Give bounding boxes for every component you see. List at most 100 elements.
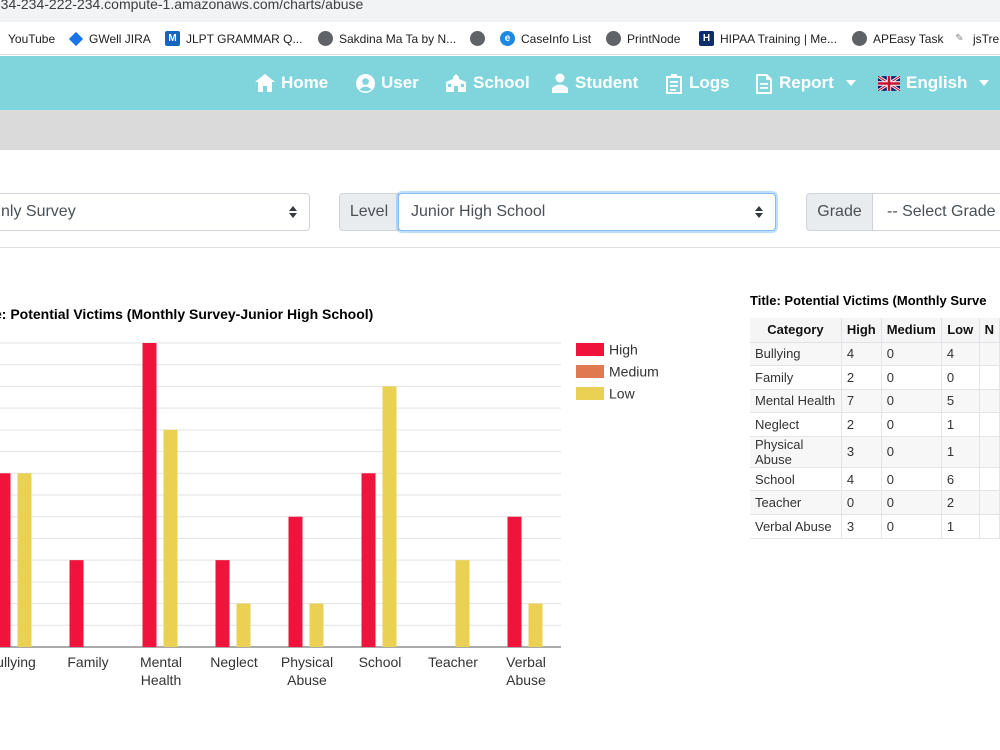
select-arrows-icon bbox=[289, 206, 297, 218]
level-select-value: Junior High School bbox=[411, 203, 546, 220]
bookmark-label: GWell JIRA bbox=[89, 31, 151, 46]
bar-high-neglect[interactable] bbox=[215, 560, 230, 647]
bookmark-gwell-jira[interactable]: GWell JIRA bbox=[68, 22, 151, 54]
table-row: School 4 0 6 bbox=[750, 467, 1000, 492]
bookmark-label: HIPAA Training | Me... bbox=[720, 31, 837, 46]
bookmark-hipaa[interactable]: H HIPAA Training | Me... bbox=[699, 22, 837, 54]
survey-select[interactable]: nly Survey bbox=[0, 193, 310, 231]
bar-high-school[interactable] bbox=[361, 473, 376, 647]
bar-low-mental-health[interactable] bbox=[163, 429, 178, 647]
address-bar[interactable]: -34-234-222-234.compute-1.amazonaws.com/… bbox=[0, 0, 1000, 22]
subheader-band bbox=[0, 110, 1000, 150]
bookmark-label: PrintNode bbox=[627, 31, 681, 46]
nav-school-label: School bbox=[473, 73, 530, 92]
bar-low-verbal-abuse[interactable] bbox=[528, 603, 543, 647]
table-header: Category bbox=[750, 318, 842, 343]
nav-language[interactable]: English bbox=[878, 56, 990, 110]
table-cell: 0 bbox=[941, 365, 980, 390]
bar-high-verbal-abuse[interactable] bbox=[507, 516, 522, 647]
table-cell: 0 bbox=[881, 514, 942, 539]
bookmark-sakdina[interactable]: Sakdina Ma Ta by N... bbox=[318, 22, 456, 54]
legend-swatch-low[interactable] bbox=[576, 387, 604, 400]
table-cell bbox=[979, 467, 1000, 492]
bar-low-bullying[interactable] bbox=[17, 473, 32, 647]
table-row: Bullying 4 0 4 bbox=[750, 342, 1000, 367]
nav-user[interactable]: User bbox=[356, 56, 419, 110]
nav-school[interactable]: School bbox=[445, 56, 530, 110]
level-label-text: Level bbox=[349, 203, 389, 220]
nav-home-label: Home bbox=[281, 73, 329, 92]
bar-high-physical-abuse[interactable] bbox=[288, 516, 303, 647]
table-cell bbox=[979, 490, 1000, 516]
table-cell: 1 bbox=[941, 412, 980, 437]
table-cell: 3 bbox=[841, 514, 882, 539]
bookmarks-bar: YouTube GWell JIRA M JLPT GRAMMAR Q... Sa… bbox=[0, 22, 1000, 55]
nav-home[interactable]: Home bbox=[255, 56, 328, 110]
nav-logs[interactable]: Logs bbox=[665, 56, 730, 110]
table-cell: 2 bbox=[841, 412, 882, 437]
table-cell: 0 bbox=[881, 389, 942, 414]
globe-icon bbox=[852, 31, 867, 46]
globe-icon bbox=[470, 31, 485, 46]
legend-label-low[interactable]: Low bbox=[609, 386, 636, 402]
table-row: Physical Abuse 3 0 1 bbox=[750, 436, 1000, 468]
bar-low-neglect[interactable] bbox=[236, 603, 251, 647]
x-tick-label: School bbox=[359, 654, 402, 670]
legend-swatch-medium[interactable] bbox=[576, 365, 604, 378]
m-icon: M bbox=[165, 31, 180, 46]
data-table: Category High Medium Low N Bullying 4 0 4 Fa… bbox=[750, 318, 1000, 539]
report-icon bbox=[756, 73, 772, 94]
bookmark-caseinfo[interactable]: e CaseInfo List bbox=[500, 22, 591, 54]
main-navbar: Home User School Student Logs Report Eng… bbox=[0, 56, 1000, 110]
legend-swatch-high[interactable] bbox=[576, 343, 604, 356]
caseinfo-icon: e bbox=[500, 31, 515, 46]
nav-report-label: Report bbox=[779, 73, 834, 92]
level-select[interactable]: Junior High School bbox=[398, 193, 776, 231]
table-cell: 4 bbox=[841, 467, 882, 492]
table-cell: 2 bbox=[841, 365, 882, 390]
legend-label-medium[interactable]: Medium bbox=[609, 364, 659, 380]
user-icon bbox=[356, 73, 375, 93]
bookmark-apeasy[interactable]: APEasy Task bbox=[852, 22, 943, 54]
legend-label-high[interactable]: High bbox=[609, 342, 638, 358]
home-icon bbox=[255, 74, 275, 92]
bar-low-physical-abuse[interactable] bbox=[309, 603, 324, 647]
table-cell: 4 bbox=[941, 342, 980, 367]
table-title: Title: Potential Victims (Monthly Surve bbox=[750, 293, 987, 308]
table-row: Family 2 0 0 bbox=[750, 365, 1000, 390]
table-cell: 2 bbox=[941, 490, 980, 516]
url-text: -34-234-222-234.compute-1.amazonaws.com/… bbox=[0, 0, 364, 12]
bookmark-label: JLPT GRAMMAR Q... bbox=[186, 31, 303, 46]
bookmark-printnode[interactable]: PrintNode bbox=[606, 22, 681, 54]
table-row: Teacher 0 0 2 bbox=[750, 490, 1000, 516]
grade-select[interactable]: -- Select Grade -- bbox=[872, 193, 1000, 231]
table-cell: 4 bbox=[841, 342, 882, 367]
bar-low-school[interactable] bbox=[382, 386, 397, 647]
bar-high-mental-health[interactable] bbox=[142, 343, 157, 647]
nav-report[interactable]: Report bbox=[755, 56, 856, 110]
table-cell: 6 bbox=[941, 467, 980, 492]
bookmark-youtube[interactable]: YouTube bbox=[8, 22, 56, 54]
table-cell: 0 bbox=[881, 490, 942, 516]
bookmark-jlpt[interactable]: M JLPT GRAMMAR Q... bbox=[165, 22, 303, 54]
nav-student[interactable]: Student bbox=[551, 56, 638, 110]
bar-low-teacher[interactable] bbox=[455, 560, 470, 647]
table-cell: 0 bbox=[881, 467, 942, 492]
bookmark-globe[interactable] bbox=[470, 22, 491, 54]
table-cell: 1 bbox=[941, 514, 980, 539]
table-header: Medium bbox=[881, 318, 942, 343]
filter-row: nly Survey Level Junior High School Grad… bbox=[0, 150, 1000, 248]
table-body: Bullying 4 0 4 Family 2 0 0 Mental Health 7 0 5 Negl… bbox=[750, 342, 1000, 539]
survey-select-value: nly Survey bbox=[1, 203, 76, 220]
bookmark-label: YouTube bbox=[8, 31, 56, 46]
x-tick-label: ullying bbox=[0, 654, 36, 670]
nav-student-label: Student bbox=[575, 73, 639, 92]
x-tick-label: Verbal bbox=[506, 654, 546, 670]
h-icon: H bbox=[699, 31, 714, 46]
bookmark-jstree[interactable]: ✎ jsTre bbox=[952, 22, 999, 54]
table-header: Low bbox=[941, 318, 980, 343]
bar-high-bullying[interactable] bbox=[0, 473, 11, 647]
table-row: Mental Health 7 0 5 bbox=[750, 389, 1000, 414]
bar-high-family[interactable] bbox=[69, 560, 84, 647]
table-cell: 0 bbox=[881, 342, 942, 367]
